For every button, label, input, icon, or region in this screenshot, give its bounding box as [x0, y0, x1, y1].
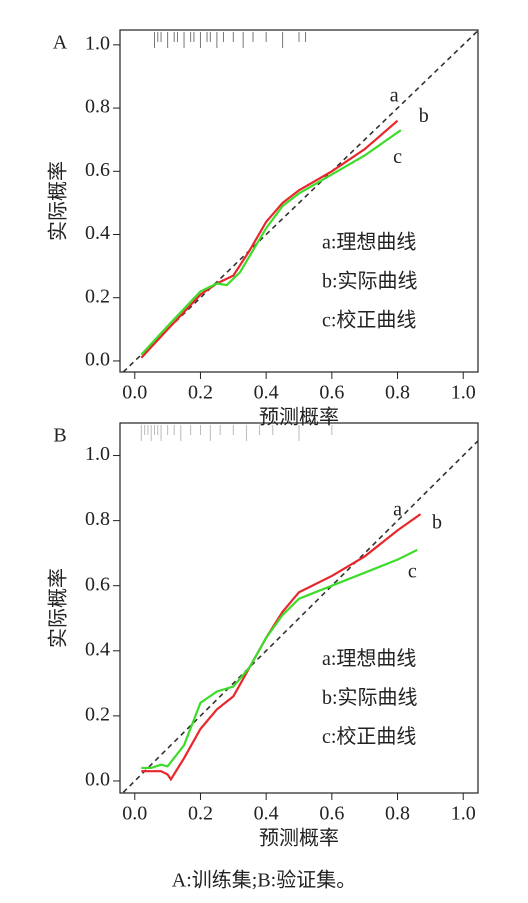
curve-label: c: [393, 146, 402, 168]
curve-label: b: [432, 511, 442, 533]
curve-label: a: [390, 85, 399, 107]
series-line: [141, 548, 418, 770]
y-tick-label: 0.0: [85, 349, 110, 371]
x-tick-label: 0.8: [385, 382, 410, 404]
y-tick-label: 0.0: [85, 769, 110, 791]
y-tick-label: 0.2: [85, 285, 110, 307]
x-tick-label: 1.0: [451, 803, 476, 825]
y-tick-label: 0.2: [85, 703, 110, 725]
y-axis-label: 实际概率: [47, 161, 70, 241]
y-tick-label: 1.0: [85, 443, 110, 465]
y-tick-label: 1.0: [85, 32, 110, 54]
x-tick-label: 0.6: [319, 803, 344, 825]
plot-frame: [119, 422, 479, 794]
y-tick-label: 0.8: [85, 96, 110, 118]
y-tick-label: 0.4: [85, 222, 110, 244]
series-line: [141, 513, 422, 782]
x-tick-label: 0.0: [122, 382, 147, 404]
legend-entry: b:实际曲线: [322, 686, 418, 709]
x-axis-label: 预测概率: [259, 827, 339, 850]
y-tick-label: 0.6: [85, 159, 110, 181]
legend-entry: c:校正曲线: [322, 309, 416, 332]
caption: A:训练集;B:验证集。: [172, 869, 356, 892]
curve-label: a: [393, 498, 402, 520]
y-tick-label: 0.6: [85, 573, 110, 595]
x-tick-label: 0.4: [254, 803, 279, 825]
x-tick-label: 1.0: [451, 382, 476, 404]
series-line: [140, 119, 399, 359]
legend-entry: c:校正曲线: [322, 725, 416, 748]
y-tick-label: 0.4: [85, 638, 110, 660]
legend-entry: a:理想曲线: [322, 647, 416, 670]
series-line: [122, 439, 478, 793]
panel-label: B: [53, 425, 66, 447]
x-tick-label: 0.8: [385, 803, 410, 825]
y-axis-label: 实际概率: [47, 568, 70, 648]
plot-frame: [119, 29, 479, 373]
x-tick-label: 0.2: [188, 803, 213, 825]
legend-entry: a:理想曲线: [322, 231, 416, 254]
x-tick-label: 0.0: [122, 803, 147, 825]
y-tick-label: 0.8: [85, 508, 110, 530]
panel-label: A: [53, 32, 68, 54]
legend-entry: b:实际曲线: [322, 270, 418, 293]
x-tick-label: 0.6: [319, 382, 344, 404]
curve-label: b: [419, 105, 429, 127]
curve-label: c: [408, 560, 417, 582]
x-tick-label: 0.4: [254, 382, 279, 404]
x-tick-label: 0.2: [188, 382, 213, 404]
series-line: [140, 129, 402, 356]
